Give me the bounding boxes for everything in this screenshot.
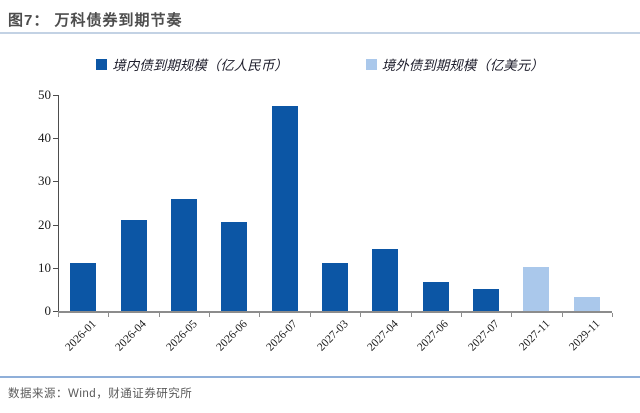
- x-axis-tick: [511, 313, 513, 317]
- y-axis-tick: [53, 224, 58, 226]
- x-axis-tick: [360, 313, 362, 317]
- y-axis-tick-label: 30: [38, 173, 51, 189]
- x-axis-line: [58, 311, 612, 313]
- legend-item-overseas: 境外债到期规模（亿美元）: [365, 54, 544, 74]
- y-axis-line: [58, 95, 59, 312]
- y-axis-tick-label: 40: [38, 130, 51, 146]
- y-axis-tick: [53, 311, 58, 312]
- x-axis-label: 2027-03: [314, 318, 351, 354]
- y-axis-tick-label: 10: [38, 259, 51, 275]
- x-axis-label: 2026-04: [113, 318, 150, 354]
- x-axis-tick: [612, 313, 613, 317]
- bar-2027-04: [372, 248, 399, 311]
- x-axis-label: 2026-06: [214, 318, 250, 354]
- legend-item-domestic: 境内债到期规模（亿人民币）: [96, 54, 288, 74]
- figure-title: 图7： 万科债券到期节奏: [8, 12, 183, 29]
- x-axis-tick: [58, 313, 59, 317]
- x-axis-tick: [561, 313, 563, 317]
- bar-2027-11: [523, 266, 550, 311]
- y-axis-tick: [53, 181, 58, 183]
- y-axis-tick: [53, 267, 58, 269]
- x-axis-tick: [209, 313, 211, 317]
- x-axis-label: 2026-01: [63, 318, 99, 354]
- x-axis-tick: [259, 313, 261, 317]
- bar-2026-07: [271, 105, 298, 311]
- overseas-series-swatch-icon: [365, 58, 377, 70]
- source-divider: [0, 376, 640, 378]
- bar-2027-03: [322, 262, 348, 311]
- x-axis-label: 2026-05: [163, 318, 200, 354]
- bar-2027-06: [422, 281, 449, 311]
- y-axis-tick: [53, 138, 58, 140]
- x-axis-label: 2027-04: [365, 318, 401, 354]
- bar-2027-07: [473, 288, 500, 311]
- chart-legend: 境内债到期规模（亿人民币） 境外债到期规模（亿美元）: [0, 54, 640, 74]
- x-axis-tick: [108, 313, 110, 317]
- x-axis-label: 2027-06: [415, 318, 452, 354]
- bar-2029-11: [573, 296, 600, 311]
- x-axis-tick: [309, 313, 311, 317]
- x-axis-tick: [460, 313, 462, 317]
- bar-2026-06: [221, 222, 248, 311]
- x-axis-label: 2029-11: [567, 318, 603, 354]
- legend-label-overseas: 境外债到期规模（亿美元）: [381, 58, 544, 74]
- domestic-series-swatch-icon: [96, 58, 108, 70]
- bar-2026-01: [70, 262, 97, 311]
- x-axis-tick: [410, 313, 412, 317]
- y-axis-tick: [53, 95, 58, 96]
- x-axis-label: 2027-07: [465, 318, 502, 354]
- bar-2026-04: [120, 220, 147, 311]
- y-axis-tick-label: 50: [38, 87, 51, 102]
- x-axis-tick: [158, 313, 160, 317]
- legend-label-domestic: 境内债到期规模（亿人民币）: [112, 58, 288, 74]
- x-axis-label: 2027-11: [516, 318, 552, 354]
- title-divider: [0, 32, 640, 34]
- y-axis-tick-label: 20: [38, 216, 51, 232]
- data-source-note: 数据来源：Wind，财通证券研究所: [8, 388, 193, 400]
- y-axis-tick-label: 0: [44, 303, 52, 318]
- bar-2026-05: [170, 198, 197, 311]
- x-axis-label: 2026-07: [264, 318, 301, 354]
